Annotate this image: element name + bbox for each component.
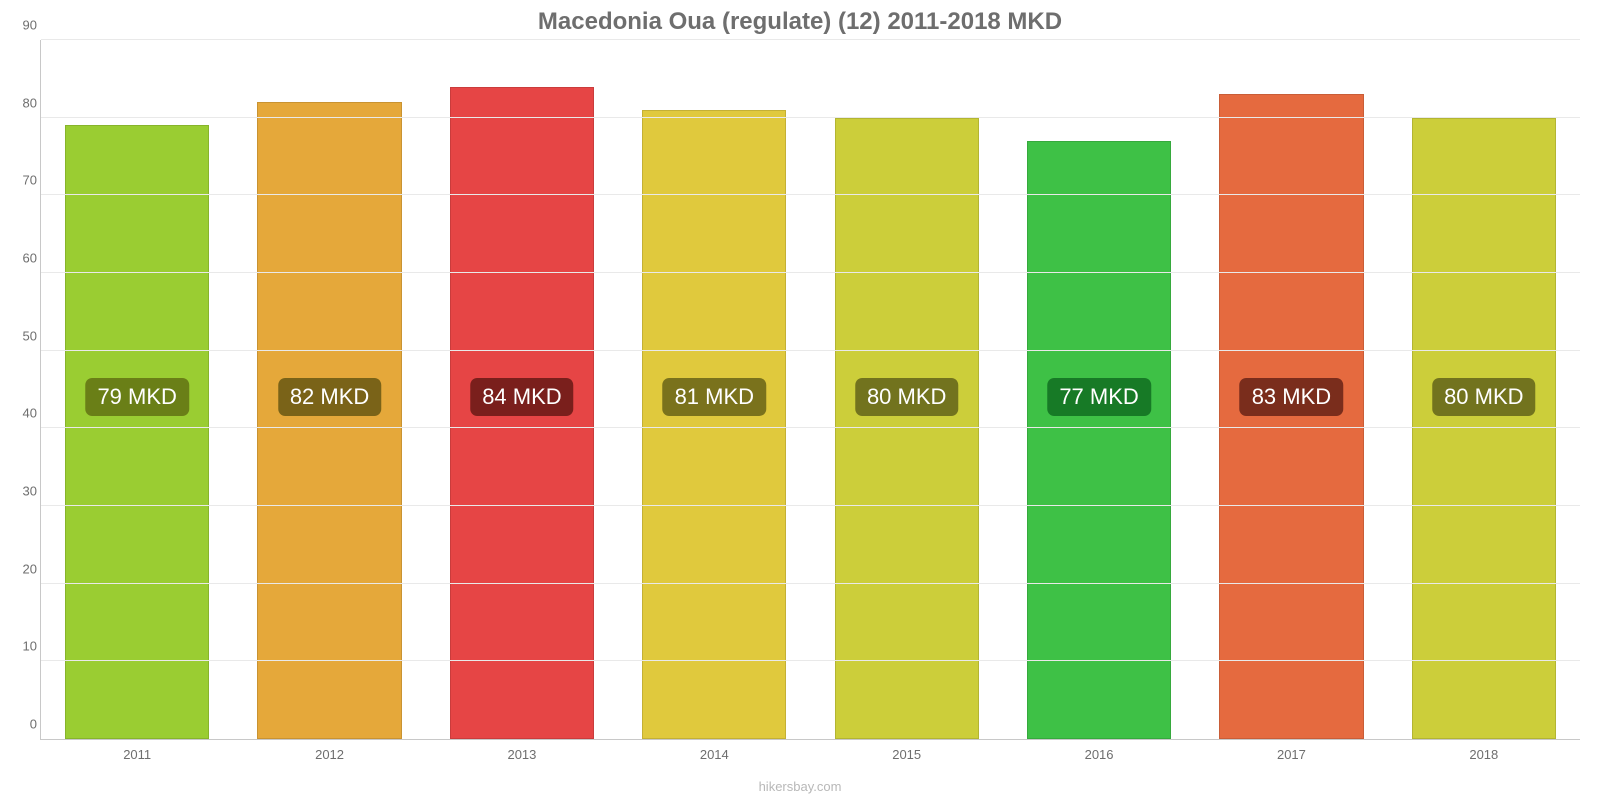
value-badge: 80 MKD [855,378,958,416]
grid-line [41,39,1580,40]
value-badge: 79 MKD [85,378,188,416]
value-badge: 82 MKD [278,378,381,416]
bar: 82 MKD [257,102,401,739]
bar-slot: 82 MKD2012 [233,40,425,739]
value-badge: 80 MKD [1432,378,1535,416]
bar: 81 MKD [642,110,786,739]
grid-line [41,583,1580,584]
grid-line [41,505,1580,506]
value-badge: 77 MKD [1047,378,1150,416]
y-axis-label: 40 [7,406,37,421]
y-axis-label: 50 [7,328,37,343]
bar: 84 MKD [450,87,594,739]
bar-slot: 84 MKD2013 [426,40,618,739]
y-axis-label: 0 [7,717,37,732]
grid-line [41,350,1580,351]
value-badge: 81 MKD [663,378,766,416]
bar-slot: 79 MKD2011 [41,40,233,739]
plot-area: 79 MKD201182 MKD201284 MKD201381 MKD2014… [40,40,1580,740]
grid-line [41,117,1580,118]
x-axis-label: 2011 [123,747,151,762]
y-axis-label: 10 [7,639,37,654]
chart-container: Macedonia Oua (regulate) (12) 2011-2018 … [0,0,1600,800]
grid-line [41,272,1580,273]
chart-footer: hikersbay.com [0,779,1600,794]
x-axis-label: 2018 [1469,747,1498,762]
bar-slot: 77 MKD2016 [1003,40,1195,739]
x-axis-label: 2014 [700,747,729,762]
bar: 77 MKD [1027,141,1171,739]
bar-slot: 80 MKD2015 [811,40,1003,739]
y-axis-label: 60 [7,251,37,266]
bars-area: 79 MKD201182 MKD201284 MKD201381 MKD2014… [41,40,1580,739]
x-axis-label: 2016 [1085,747,1114,762]
bar: 79 MKD [65,125,209,739]
y-axis-label: 20 [7,561,37,576]
value-badge: 83 MKD [1240,378,1343,416]
x-axis-label: 2015 [892,747,921,762]
bar-slot: 81 MKD2014 [618,40,810,739]
x-axis-label: 2017 [1277,747,1306,762]
value-badge: 84 MKD [470,378,573,416]
y-axis-label: 30 [7,484,37,499]
bar: 83 MKD [1219,94,1363,739]
grid-line [41,194,1580,195]
y-axis-label: 90 [7,18,37,33]
bar-slot: 83 MKD2017 [1195,40,1387,739]
grid-line [41,660,1580,661]
bar-slot: 80 MKD2018 [1388,40,1580,739]
x-axis-label: 2013 [507,747,536,762]
y-axis-label: 70 [7,173,37,188]
y-axis-label: 80 [7,95,37,110]
grid-line [41,427,1580,428]
x-axis-label: 2012 [315,747,344,762]
chart-title: Macedonia Oua (regulate) (12) 2011-2018 … [0,8,1600,36]
